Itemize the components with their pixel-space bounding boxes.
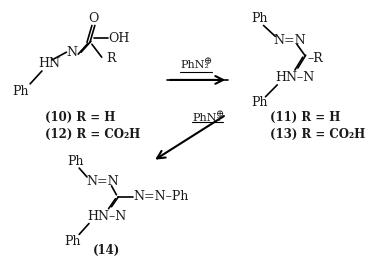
- Text: Ph: Ph: [251, 12, 267, 25]
- Text: (11) R = H: (11) R = H: [270, 111, 341, 124]
- Text: Ph: Ph: [12, 85, 29, 98]
- Text: (10) R = H: (10) R = H: [45, 111, 115, 124]
- Text: N: N: [67, 46, 78, 59]
- Text: Ph: Ph: [251, 96, 267, 109]
- Text: Ph: Ph: [67, 155, 84, 168]
- Text: PhN₂: PhN₂: [180, 60, 209, 70]
- Text: HN–N: HN–N: [87, 210, 126, 223]
- Text: (13) R = CO₂H: (13) R = CO₂H: [270, 128, 366, 141]
- Text: N=N–Ph: N=N–Ph: [133, 190, 188, 203]
- Text: Ph: Ph: [64, 235, 81, 248]
- Text: HN–N: HN–N: [275, 71, 315, 84]
- Text: ⊕: ⊕: [204, 57, 212, 67]
- Text: PhN₂: PhN₂: [192, 113, 221, 123]
- Text: N=N: N=N: [86, 175, 119, 189]
- Text: ⊕: ⊕: [216, 110, 223, 119]
- Text: (12) R = CO₂H: (12) R = CO₂H: [45, 128, 140, 141]
- Text: OH: OH: [108, 32, 130, 45]
- Text: R: R: [106, 52, 116, 65]
- Text: O: O: [89, 12, 99, 25]
- Text: –R: –R: [308, 52, 323, 65]
- Text: HN: HN: [38, 56, 60, 70]
- Text: N=N: N=N: [273, 34, 306, 47]
- Text: (14): (14): [93, 244, 120, 257]
